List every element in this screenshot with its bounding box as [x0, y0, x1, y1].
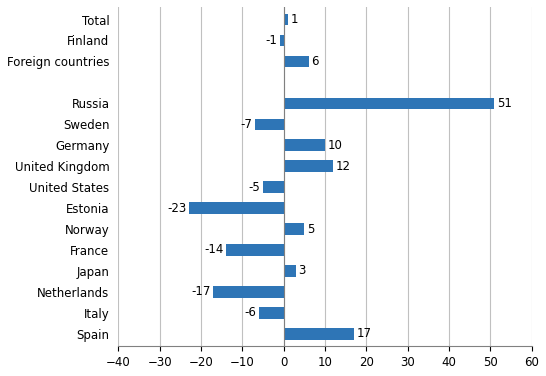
- Text: 6: 6: [311, 55, 318, 68]
- Text: 51: 51: [497, 97, 512, 110]
- Bar: [280, 35, 284, 46]
- Text: -14: -14: [204, 244, 223, 256]
- Text: -23: -23: [167, 202, 186, 215]
- Bar: [284, 265, 296, 277]
- Text: -5: -5: [249, 180, 260, 194]
- Bar: [284, 56, 308, 67]
- Text: -6: -6: [245, 306, 257, 319]
- Text: 3: 3: [299, 264, 306, 277]
- Bar: [284, 14, 288, 25]
- Bar: [284, 161, 333, 172]
- Text: 10: 10: [328, 139, 342, 152]
- Text: 17: 17: [357, 327, 371, 340]
- Bar: [213, 286, 284, 298]
- Bar: [284, 223, 304, 235]
- Bar: [259, 307, 284, 318]
- Bar: [263, 181, 284, 193]
- Text: 12: 12: [336, 160, 351, 173]
- Bar: [284, 139, 325, 151]
- Text: 5: 5: [307, 223, 314, 235]
- Bar: [255, 118, 284, 130]
- Bar: [284, 328, 354, 340]
- Text: 1: 1: [290, 13, 298, 26]
- Text: -1: -1: [265, 34, 277, 47]
- Bar: [226, 244, 284, 256]
- Bar: [284, 97, 495, 109]
- Bar: [189, 202, 284, 214]
- Text: -7: -7: [240, 118, 252, 131]
- Text: -17: -17: [192, 285, 211, 299]
